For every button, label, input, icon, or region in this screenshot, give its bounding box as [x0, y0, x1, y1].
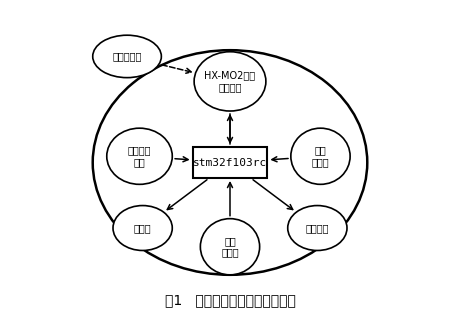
Text: 各类
传感器: 各类 传感器: [311, 146, 329, 167]
Text: 图1   云台控制系统的总体结构图: 图1 云台控制系统的总体结构图: [164, 293, 295, 307]
Text: 激光测距
模块: 激光测距 模块: [128, 146, 151, 167]
Ellipse shape: [194, 52, 265, 111]
Text: 建模计算机: 建模计算机: [112, 51, 141, 61]
Ellipse shape: [93, 35, 161, 78]
Text: 地磁
传感器: 地磁 传感器: [221, 236, 238, 257]
Text: 陀螺仪: 陀螺仪: [134, 223, 151, 233]
Ellipse shape: [106, 128, 172, 184]
Ellipse shape: [113, 205, 172, 251]
Ellipse shape: [200, 219, 259, 275]
Ellipse shape: [290, 128, 349, 184]
Text: stm32f103rc: stm32f103rc: [192, 158, 267, 167]
Text: 伺服电机: 伺服电机: [305, 223, 328, 233]
Text: HX-MO2数据
网络传输: HX-MO2数据 网络传输: [204, 71, 255, 92]
Ellipse shape: [287, 205, 346, 251]
FancyBboxPatch shape: [192, 147, 267, 178]
